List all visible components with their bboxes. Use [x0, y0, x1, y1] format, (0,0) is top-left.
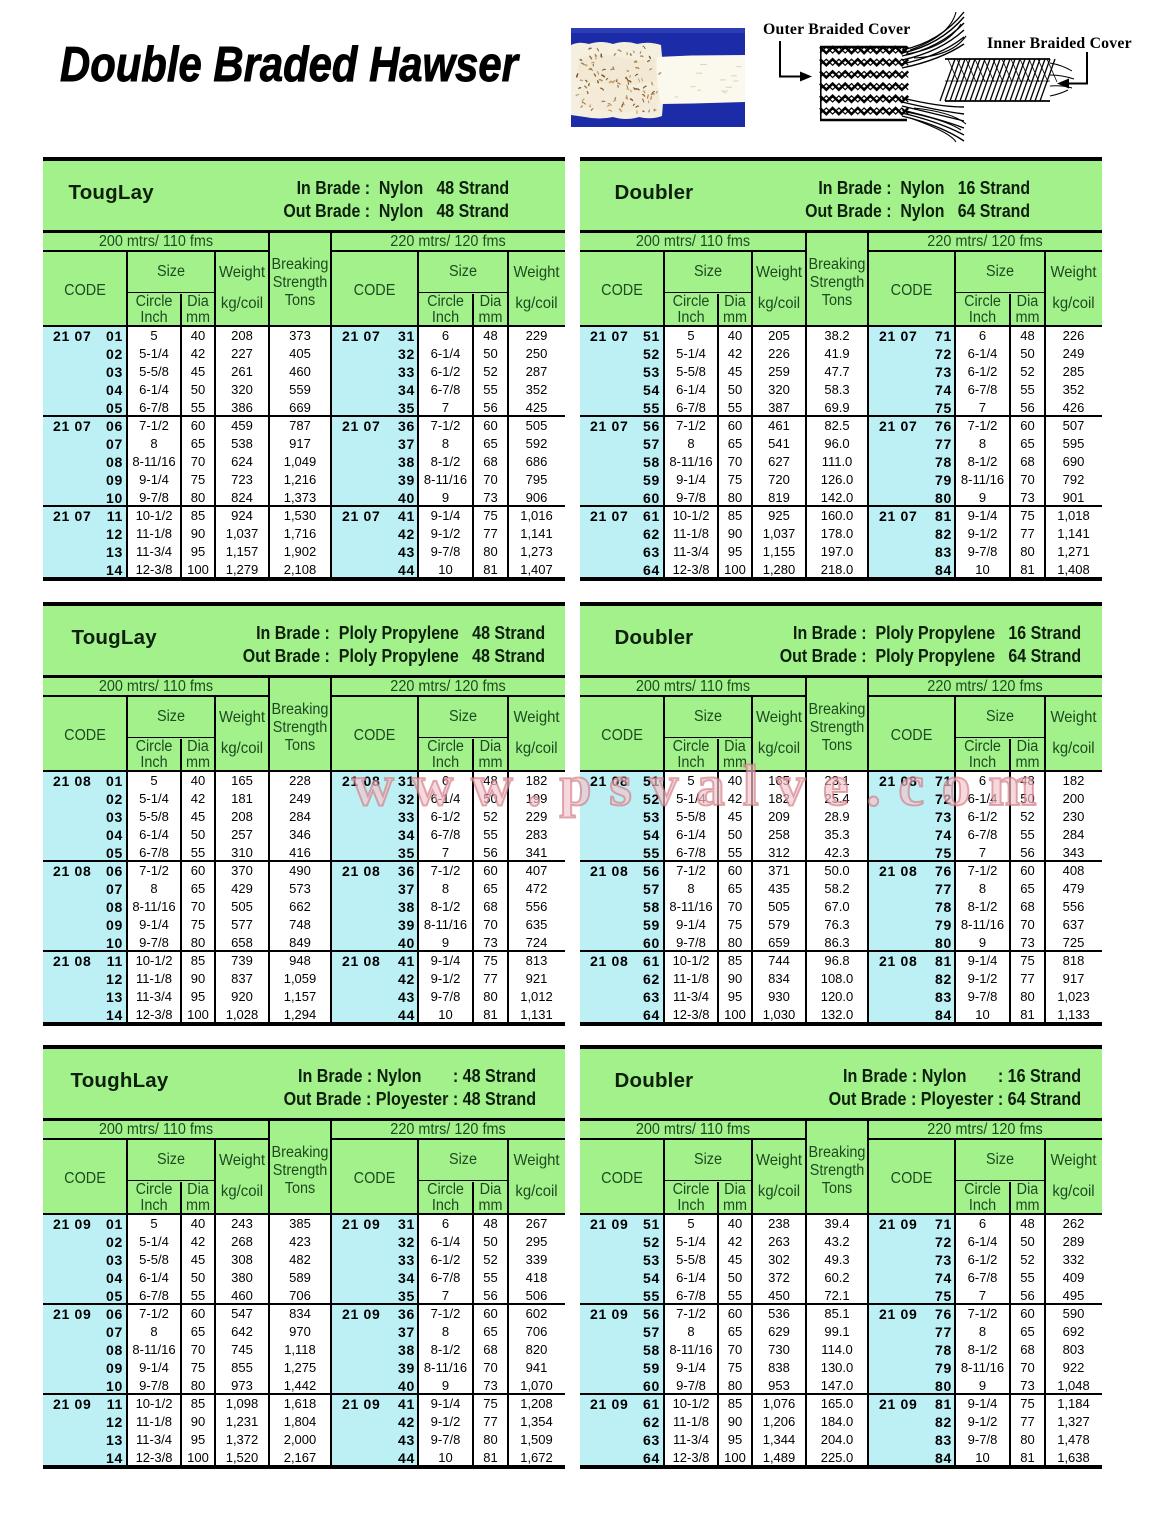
svg-text:Outer Braided Cover: Outer Braided Cover: [763, 21, 910, 38]
svg-text:Inner Braided Cover: Inner Braided Cover: [987, 35, 1132, 52]
